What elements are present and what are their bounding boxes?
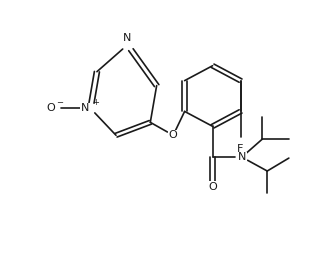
Text: O: O — [169, 130, 177, 140]
Text: −: − — [56, 98, 63, 107]
Text: O: O — [208, 182, 217, 192]
Text: +: + — [92, 98, 99, 107]
Text: N: N — [81, 103, 89, 114]
Text: F: F — [237, 144, 244, 154]
Text: N: N — [123, 33, 132, 43]
Text: N: N — [237, 152, 246, 162]
Text: O: O — [46, 103, 55, 114]
